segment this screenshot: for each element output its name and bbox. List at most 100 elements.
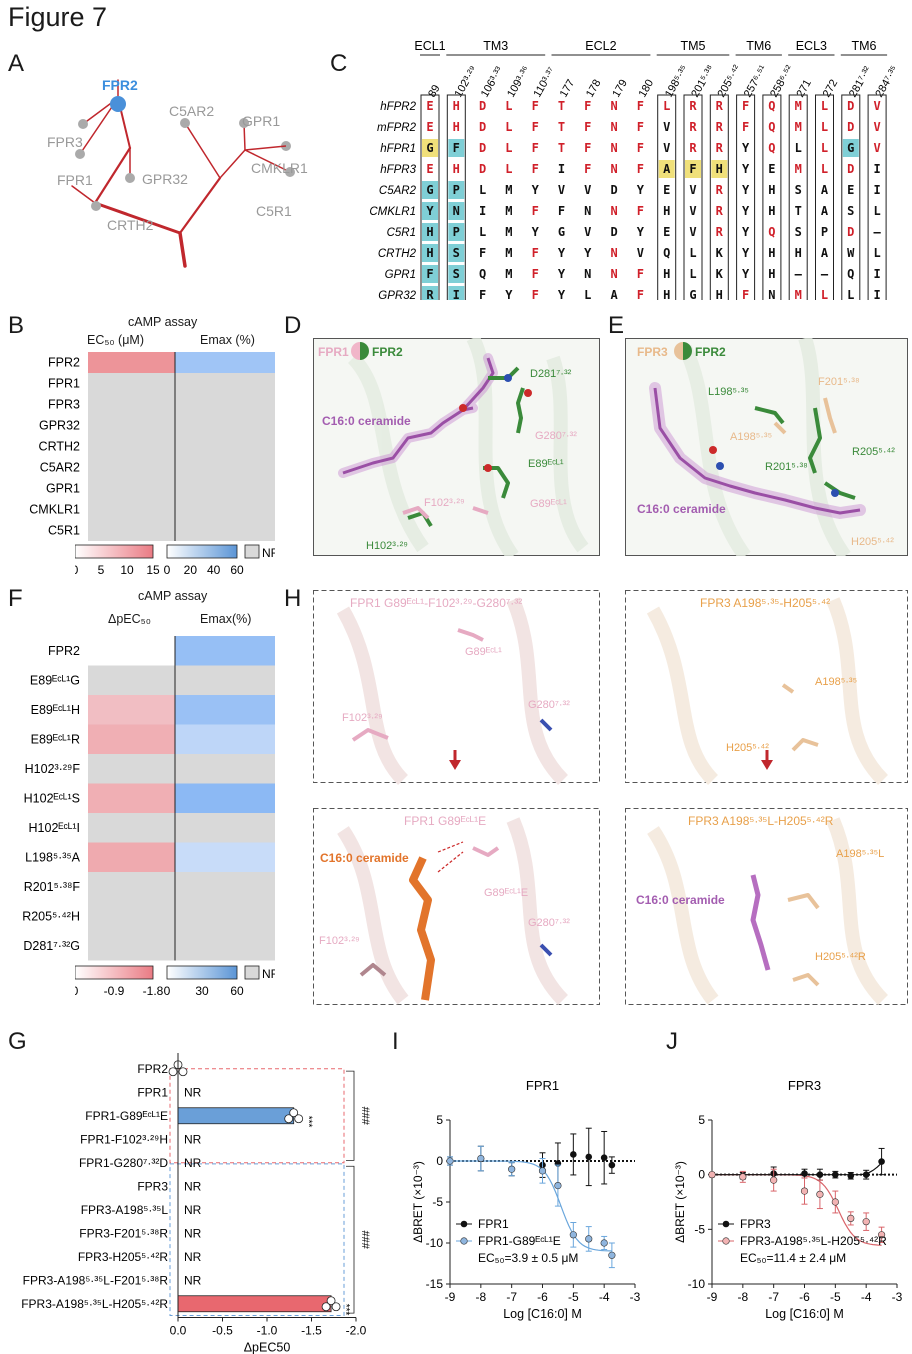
residue: Y — [742, 162, 750, 176]
y-tick-label: 5 — [698, 1113, 705, 1127]
residue: Y — [742, 267, 750, 281]
heatmap-cell — [175, 394, 275, 415]
panel-h-label: H205⁵·⁴² — [726, 742, 769, 754]
position-label: 89 — [426, 83, 443, 100]
residue: N — [610, 162, 617, 176]
data-point — [739, 1173, 747, 1181]
legend-tick: -0.9 — [104, 984, 125, 998]
group-label: TM5 — [681, 39, 706, 53]
residue: A — [821, 204, 829, 218]
tree-label: CMKLR1 — [251, 160, 308, 176]
residue: L — [873, 204, 880, 218]
residue: Y — [742, 225, 750, 239]
bar-category-label: FPR1 — [137, 1085, 168, 1099]
residue: F — [637, 141, 644, 155]
panel-label-e: E — [608, 312, 625, 339]
y-tick-label: 5 — [436, 1113, 443, 1127]
residue-highlight — [422, 286, 438, 300]
species-label: GPR32 — [378, 290, 416, 300]
residue-highlight — [448, 181, 465, 199]
residue: S — [453, 267, 460, 281]
legend-tick: 0 — [164, 563, 171, 577]
data-point — [554, 1181, 562, 1190]
data-point — [847, 1214, 855, 1222]
residue-highlight — [448, 223, 465, 241]
residue: H — [426, 225, 433, 239]
panel-f-title: cAMP assay — [138, 589, 208, 603]
residue: F — [558, 204, 565, 218]
heatmap-cell — [175, 665, 275, 695]
x-tick-label: -8 — [475, 1290, 486, 1304]
residue: I — [453, 288, 460, 300]
residue: F — [637, 162, 644, 176]
structure-panel-d — [313, 338, 600, 556]
residue: P — [453, 225, 460, 239]
x-tick-label: -7 — [506, 1290, 517, 1304]
heatmap-row-label: C5AR2 — [40, 461, 80, 475]
legend-tick: -1.8 — [143, 984, 164, 998]
x-tick-label: -4 — [599, 1290, 610, 1304]
heatmap-cell — [175, 783, 275, 813]
heatmap-cell — [88, 931, 175, 961]
x-tick-label: -2.0 — [346, 1324, 367, 1338]
group-label: ECL2 — [585, 39, 616, 53]
tree-node — [78, 119, 88, 129]
residue: A — [663, 162, 671, 176]
residue: H — [716, 162, 723, 176]
residue: D — [479, 162, 486, 176]
heatmap-row-label: R205⁵·⁴²H — [22, 909, 80, 923]
data-point — [600, 1239, 608, 1247]
nr-label: NR — [184, 1179, 202, 1193]
residue: N — [610, 204, 617, 218]
bar-point — [331, 1302, 341, 1312]
data-point — [608, 1251, 616, 1259]
y-tick-label: -5 — [694, 1222, 705, 1236]
heatmap-cell — [175, 352, 275, 373]
panel-h-bl-title: FPR1 G89ᴱᶜᴸ¹E — [404, 814, 487, 828]
residue: M — [505, 183, 512, 197]
residue: L — [873, 246, 880, 260]
panel-e-legend-b: FPR2 — [695, 345, 726, 359]
fit-curve — [450, 1160, 612, 1252]
heatmap-row-label: FPR2 — [48, 356, 80, 370]
residue: V — [637, 246, 644, 260]
data-point — [477, 1154, 485, 1163]
residue: Q — [479, 267, 486, 281]
heatmap-f: FPR2 E89ᴱᶜᴸ¹G E89ᴱᶜᴸ¹H E89ᴱᶜᴸ¹R H102³·²⁹F H10… — [0, 634, 275, 961]
residue-highlight — [422, 139, 438, 157]
data-point — [608, 1161, 616, 1169]
residue: G — [847, 141, 854, 155]
position-label: 284⁷·³⁵ — [873, 64, 901, 100]
residue: N — [584, 267, 591, 281]
heatmap-cell — [175, 520, 275, 541]
data-point — [862, 1171, 870, 1178]
x-tick-label: -5 — [568, 1290, 579, 1304]
residue: E — [768, 162, 775, 176]
panel-h-label: H205⁵·⁴²R — [815, 951, 866, 963]
x-tick-label: -3 — [630, 1290, 641, 1304]
phylogenetic-tree — [71, 79, 295, 268]
residue: E — [663, 225, 670, 239]
tree-label: GPR1 — [242, 113, 281, 129]
data-point — [770, 1176, 778, 1184]
heatmap-row-label: C5R1 — [48, 524, 80, 538]
position-label: 106³·³³ — [479, 65, 506, 100]
bar-point — [284, 1114, 294, 1124]
heatmap-cell — [175, 415, 275, 436]
bar-point — [326, 1296, 336, 1306]
residue: N — [453, 204, 460, 218]
residue: H — [663, 267, 670, 281]
species-label: mFPR2 — [377, 122, 417, 134]
residue: L — [584, 288, 591, 300]
residue: R — [716, 99, 724, 113]
residue: L — [505, 141, 512, 155]
significance-mark: *** — [340, 1304, 351, 1316]
residue: D — [847, 120, 854, 134]
nr-label: NR — [184, 1250, 202, 1264]
heatmap-row-label: D281⁷·³²G — [23, 939, 80, 953]
residue-highlight — [448, 202, 465, 220]
residue: L — [479, 183, 486, 197]
residue: K — [716, 246, 724, 260]
residue: I — [873, 267, 880, 281]
panel-e-label: R201⁵·³⁸ — [765, 461, 808, 473]
